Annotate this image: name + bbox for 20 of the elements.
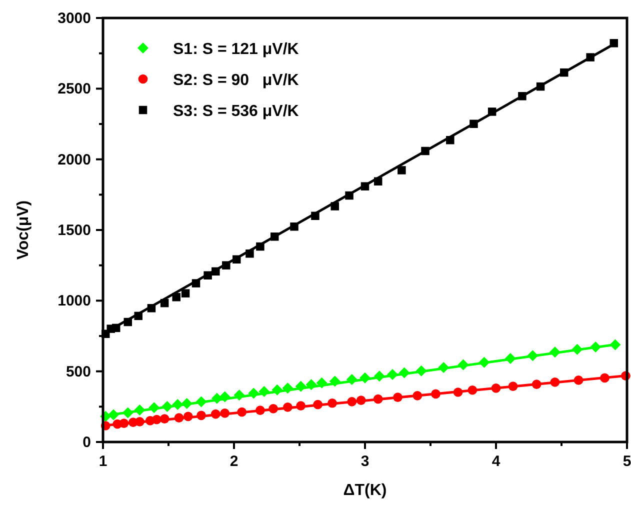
x-tick-label: 4	[492, 453, 501, 470]
x-tick-label: 5	[622, 453, 631, 470]
y-tick-label: 2000	[58, 151, 91, 168]
x-tick-label: 3	[360, 453, 370, 470]
y-axis-title: Voc(μV)	[15, 200, 32, 260]
y-tick-label: 500	[66, 363, 91, 380]
legend-label: S2: S = 90 μV/K	[173, 72, 300, 89]
legend-label: S3: S = 536 μV/K	[173, 103, 300, 120]
point	[172, 293, 180, 302]
legend-label: S1: S = 121 μV/K	[173, 41, 300, 58]
y-tick-label: 1000	[58, 292, 91, 310]
point	[398, 166, 406, 174]
point	[181, 289, 190, 298]
y-tick-label: 0	[82, 434, 91, 451]
x-tick-label: 2	[230, 453, 238, 470]
x-axis-title: ΔT(K)	[343, 482, 387, 499]
y-tick-label: 1500	[58, 222, 91, 239]
y-tick-label: 3000	[58, 10, 91, 27]
y-tick-label: 2500	[58, 80, 91, 98]
x-tick-label: 1	[98, 453, 108, 470]
